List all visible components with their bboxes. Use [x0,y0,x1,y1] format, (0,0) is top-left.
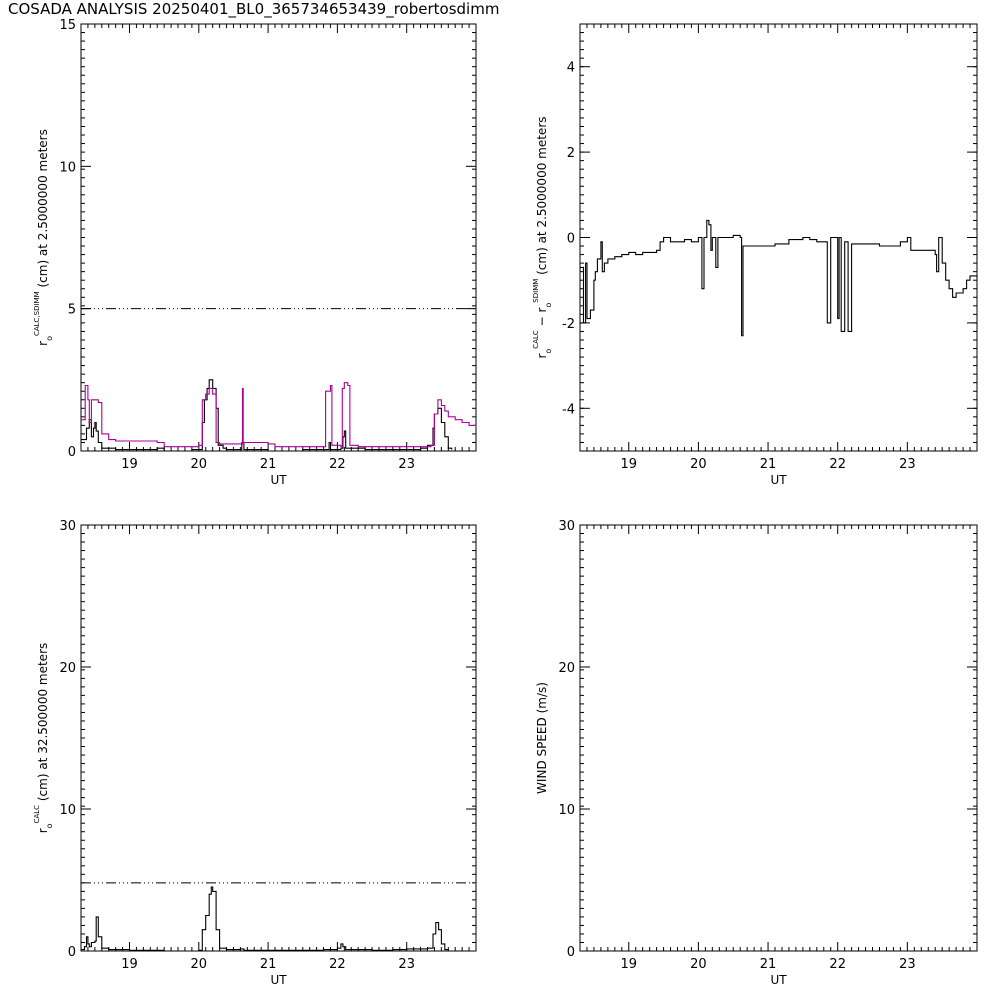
x-tick-label: 22 [829,457,846,472]
x-tick-label: 20 [690,457,707,472]
y-tick-label: 0 [567,945,575,960]
y-tick-label: 0 [567,232,575,247]
x-tick-label: 22 [329,957,346,972]
y-tick-label: 10 [59,803,76,818]
x-tick-label: 22 [329,457,346,472]
series-line [81,382,477,448]
y-tick-label: 20 [59,661,76,676]
chart-title: COSADA ANALYSIS 20250401_BL0_36573465343… [8,0,500,18]
y-tick-label: 10 [558,803,575,818]
y-tick-label: 4 [567,61,575,76]
x-tick-label: 19 [620,957,637,972]
y-tick-label: 20 [558,661,575,676]
x-tick-label: 23 [899,457,916,472]
plot-frame [80,23,477,452]
y-axis-label: roCALC − roSDIMM (cm) at 2.5000000 meter… [532,116,553,358]
series-line [580,219,978,337]
x-axis-label: UT [770,973,787,987]
x-tick-label: 20 [690,957,707,972]
panel-p2: -4 -2 0 2 4 19 20 21 22 23 UT roCALC − roSDIMM (cm)… [532,23,978,487]
x-tick-label: 20 [191,457,208,472]
y-tick-label: 30 [59,519,76,534]
y-tick-label: 0 [68,945,76,960]
x-tick-label: 19 [620,457,637,472]
y-tick-label: -4 [562,402,575,417]
plot-frame [579,524,978,952]
x-tick-label: 23 [398,957,415,972]
x-tick-label: 21 [260,457,277,472]
x-tick-label: 23 [398,457,415,472]
x-axis-label: UT [770,473,787,487]
plot-frame [579,23,978,452]
x-tick-label: 20 [191,957,208,972]
x-tick-label: 21 [260,957,277,972]
x-tick-label: 19 [121,457,138,472]
y-axis-label: WIND SPEED (m/s) [535,682,549,794]
y-axis-label: roCALC,SDIMM (cm) at 2.5000000 meters [33,129,54,346]
y-tick-label: -2 [562,317,575,332]
panel-p1: 0 5 10 15 19 20 21 22 23 UT roCALC,SDIMM (cm) at 2… [33,18,477,487]
y-tick-label: 30 [558,519,575,534]
panel-p3: 0 10 20 30 19 20 21 22 23 UT roCALC (cm) at 32.500… [33,519,477,987]
y-tick-label: 0 [68,445,76,460]
x-tick-label: 21 [760,457,777,472]
y-tick-label: 5 [68,303,76,318]
x-tick-label: 23 [899,957,916,972]
y-tick-label: 10 [59,160,76,175]
x-axis-label: UT [270,473,287,487]
panel-p4: 0 10 20 30 19 20 21 22 23 UT WIND SPEED (m/s) [535,519,978,987]
x-tick-label: 19 [121,957,138,972]
x-tick-label: 22 [829,957,846,972]
series-line [81,379,453,452]
series-line [81,886,449,952]
y-axis-label: roCALC (cm) at 32.500000 meters [33,643,54,834]
x-axis-label: UT [270,973,287,987]
y-tick-label: 2 [567,146,575,161]
y-tick-label: 15 [59,18,76,33]
x-tick-label: 21 [760,957,777,972]
plot-frame [80,524,477,952]
